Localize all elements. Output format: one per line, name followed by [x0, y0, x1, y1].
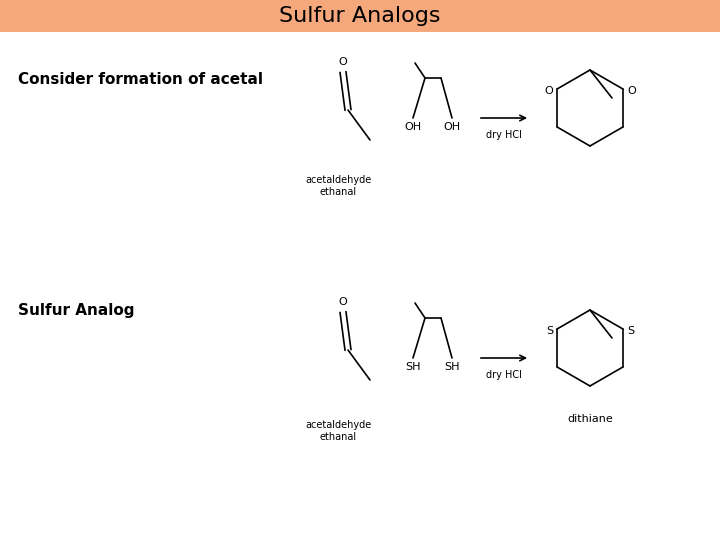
Bar: [0, 0, 720, 32]
Text: SH: SH: [405, 362, 420, 372]
Text: dry HCl: dry HCl: [486, 130, 522, 140]
Text: O: O: [544, 86, 553, 96]
Text: O: O: [338, 297, 347, 307]
Text: dry HCl: dry HCl: [486, 370, 522, 380]
Text: Consider formation of acetal: Consider formation of acetal: [18, 72, 263, 87]
Text: acetaldehyde
ethanal: acetaldehyde ethanal: [305, 175, 371, 197]
Text: dithiane: dithiane: [567, 414, 613, 424]
Text: OH: OH: [405, 122, 422, 132]
Text: SH: SH: [444, 362, 460, 372]
Text: acetaldehyde
ethanal: acetaldehyde ethanal: [305, 420, 371, 442]
Text: O: O: [338, 57, 347, 67]
Text: S: S: [546, 326, 553, 336]
Text: O: O: [627, 86, 636, 96]
Text: S: S: [627, 326, 634, 336]
Text: OH: OH: [444, 122, 461, 132]
Text: Sulfur Analogs: Sulfur Analogs: [279, 6, 441, 26]
Text: Sulfur Analog: Sulfur Analog: [18, 302, 135, 318]
